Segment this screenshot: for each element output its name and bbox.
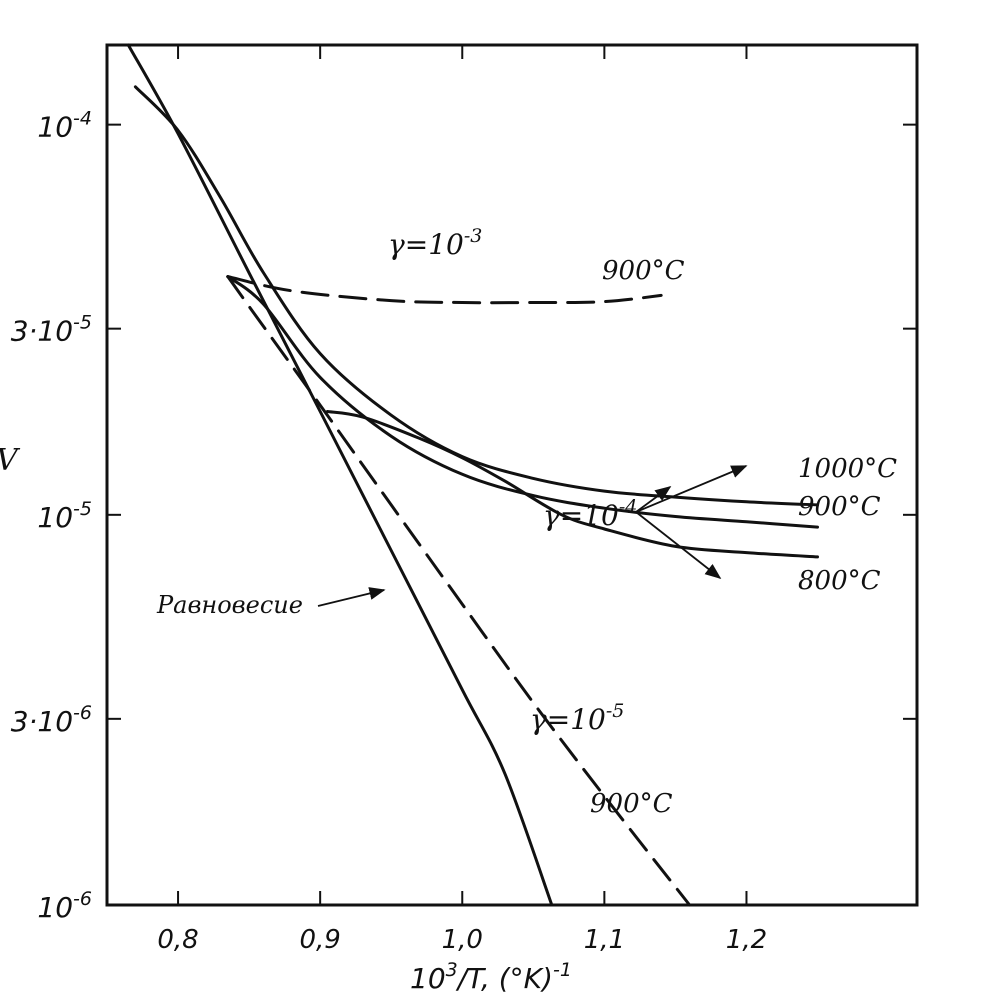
label-1000c: 1000°C bbox=[798, 454, 897, 484]
label-900c: 900°C bbox=[798, 492, 881, 522]
gamma-1e-4-arrow-1000c bbox=[635, 465, 748, 513]
curve-900c-gamma-1e-3 bbox=[226, 275, 663, 305]
gamma-1e-4-label: γ=10-4 bbox=[543, 496, 637, 532]
y-axis-label: V bbox=[0, 443, 21, 478]
y-tick-label: 10-5 bbox=[37, 498, 92, 534]
y-tick-label: 10-4 bbox=[37, 108, 92, 144]
plot-frame bbox=[105, 43, 919, 907]
curve-1000c bbox=[133, 85, 819, 507]
curve-800c bbox=[325, 410, 819, 559]
gamma-1e-3-label: γ=10-3 bbox=[388, 225, 482, 261]
equilibrium-arrow bbox=[317, 587, 386, 607]
equilibrium-label: Равновесие bbox=[156, 591, 303, 619]
curve-900c-gamma-1e-4 bbox=[226, 275, 819, 529]
gamma-1e-5-label: γ=10-5 bbox=[530, 700, 624, 736]
x-axis-label: 103/T, (°K)-1 bbox=[410, 959, 572, 995]
gamma-1e-4-arrow-upper bbox=[635, 486, 672, 513]
label-800c: 800°C bbox=[798, 566, 881, 596]
x-tick-label: 1,1 bbox=[584, 925, 625, 955]
label-900c-top: 900°C bbox=[602, 256, 685, 286]
curve-900c-gamma-1e-5 bbox=[226, 275, 692, 907]
y-tick-label: 3·10-5 bbox=[11, 312, 92, 348]
x-tick-label: 0,9 bbox=[299, 925, 340, 955]
x-tick-label: 0,8 bbox=[157, 925, 198, 955]
gamma-1e-4-arrow-800c bbox=[635, 511, 722, 580]
equilibrium-line bbox=[126, 43, 554, 907]
x-tick-label: 1,2 bbox=[726, 925, 767, 955]
label-900c-bottom: 900°C bbox=[590, 789, 673, 819]
x-tick-label: 1,0 bbox=[442, 925, 483, 955]
y-tick-label: 10-6 bbox=[37, 888, 92, 924]
y-tick-label: 3·10-6 bbox=[11, 702, 92, 738]
